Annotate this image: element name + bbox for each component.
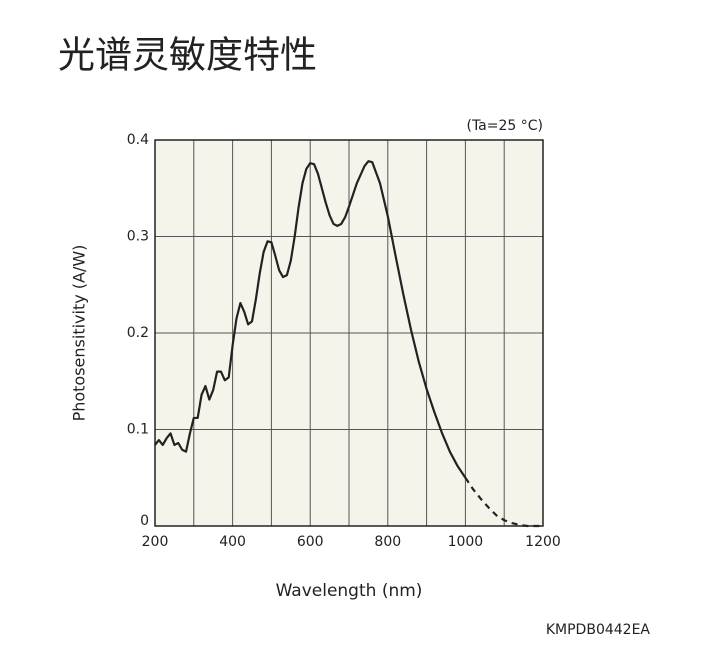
y-axis-label: Photosensitivity (A/W) bbox=[70, 245, 89, 422]
x-tick-label: 600 bbox=[297, 534, 324, 550]
y-tick-label: 0.1 bbox=[127, 422, 149, 438]
annotation: (Ta=25 °C) bbox=[466, 118, 543, 134]
x-tick-label: 1000 bbox=[448, 534, 484, 550]
y-tick-label: 0.4 bbox=[127, 132, 149, 148]
y-tick-label: 0.2 bbox=[127, 325, 149, 341]
x-axis-label: Wavelength (nm) bbox=[276, 581, 423, 601]
y-tick-label: 0.3 bbox=[127, 229, 149, 245]
series-line bbox=[154, 160, 467, 479]
chart-title: 光谱灵敏度特性 bbox=[58, 34, 317, 77]
y-tick-label: 0 bbox=[140, 513, 149, 529]
x-tick-label: 200 bbox=[142, 534, 169, 550]
x-tick-label: 1200 bbox=[525, 534, 561, 550]
plot-frame bbox=[154, 139, 544, 527]
footer-code: KMPDB0442EA bbox=[546, 622, 651, 638]
x-tick-label: 400 bbox=[219, 534, 246, 550]
series-line bbox=[464, 477, 543, 528]
x-tick-label: 800 bbox=[374, 534, 401, 550]
